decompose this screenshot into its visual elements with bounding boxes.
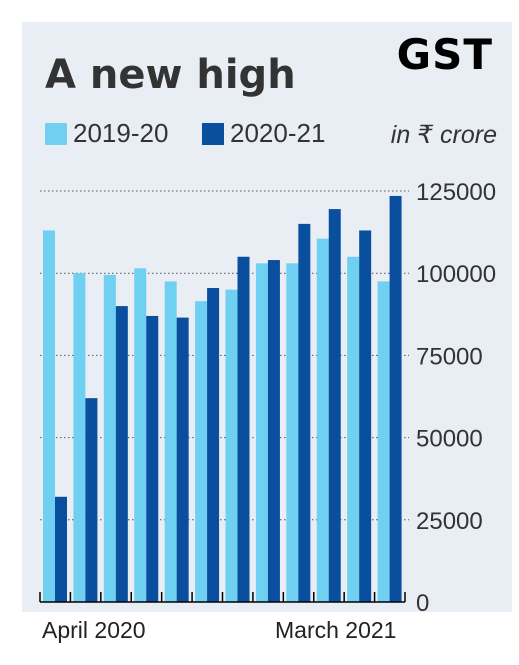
bar-2020-21-aug: [176, 317, 189, 602]
legend: 2019-20 2020-21: [45, 118, 495, 148]
legend-item-2020-21: 2020-21: [202, 118, 325, 149]
x-label-start: April 2020: [42, 617, 146, 643]
bar-2020-21-dec: [298, 223, 311, 602]
chart-title: A new high: [45, 52, 296, 98]
y-tick-label-50000: 50000: [416, 426, 483, 453]
legend-label-2019-20: 2019-20: [73, 118, 169, 148]
bar-2020-21-mar: [389, 195, 402, 602]
bar-2020-21-sep: [207, 287, 220, 602]
bar-2020-21-oct: [237, 256, 250, 602]
bar-2020-21-jan: [328, 209, 341, 603]
bar-2020-21-jul: [146, 315, 159, 602]
y-tick-label-75000: 75000: [416, 343, 483, 370]
bar-2019-20-sep: [195, 301, 208, 602]
bar-2019-20-jan: [316, 238, 329, 602]
x-label-end: March 2021: [275, 617, 397, 643]
bar-2019-20-feb: [347, 256, 360, 602]
bar-2019-20-mar: [377, 281, 390, 602]
bar-2019-20-may: [73, 273, 86, 602]
bar-2019-20-nov: [255, 263, 268, 602]
bar-2019-20-aug: [164, 281, 177, 602]
legend-swatch-2019-20: [45, 122, 67, 145]
legend-swatch-2020-21: [202, 122, 224, 145]
gst-badge: GST: [396, 30, 493, 79]
legend-item-2019-20: 2019-20: [45, 118, 168, 149]
bar-2020-21-apr: [55, 496, 67, 602]
unit-label: in ₹ crore: [390, 121, 497, 149]
bar-2019-20-oct: [225, 289, 238, 602]
bar-2019-20-dec: [286, 263, 299, 602]
legend-label-2020-21: 2020-21: [230, 118, 326, 148]
bar-2020-21-may: [85, 398, 98, 602]
bar-2020-21-nov: [267, 260, 280, 602]
y-tick-label-0: 0: [416, 590, 429, 617]
y-tick-label-100000: 100000: [416, 261, 496, 288]
bar-2019-20-jul: [134, 268, 147, 602]
bar-2019-20-apr: [43, 230, 55, 602]
bar-2019-20-jun: [103, 274, 116, 602]
y-tick-label-125000: 125000: [416, 179, 496, 206]
bar-2020-21-jun: [115, 306, 128, 602]
y-tick-label-25000: 25000: [416, 508, 483, 535]
bar-2020-21-feb: [359, 230, 372, 602]
